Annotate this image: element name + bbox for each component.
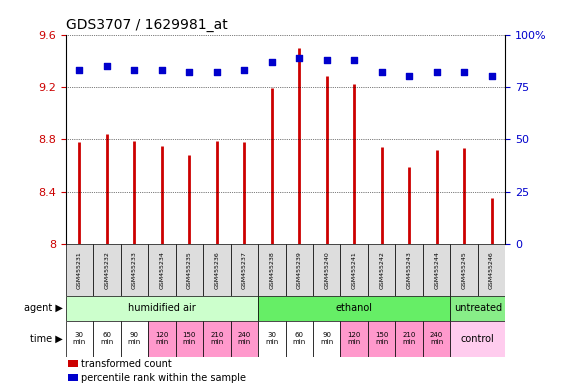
Bar xyxy=(451,321,505,357)
Bar xyxy=(120,321,148,357)
Text: ethanol: ethanol xyxy=(336,303,373,313)
Point xyxy=(349,56,359,63)
Bar xyxy=(258,244,286,296)
Point xyxy=(102,63,111,69)
Text: 30
min: 30 min xyxy=(73,333,86,345)
Text: 150
min: 150 min xyxy=(375,333,388,345)
Text: GSM455241: GSM455241 xyxy=(352,251,357,289)
Bar xyxy=(423,244,451,296)
Bar xyxy=(68,360,78,367)
Point xyxy=(130,67,139,73)
Bar xyxy=(313,244,340,296)
Text: untreated: untreated xyxy=(454,303,502,313)
Text: 60
min: 60 min xyxy=(292,333,306,345)
Text: 30
min: 30 min xyxy=(265,333,279,345)
Point xyxy=(295,55,304,61)
Bar xyxy=(120,244,148,296)
Bar xyxy=(451,296,505,321)
Point xyxy=(212,69,222,75)
Text: GSM455242: GSM455242 xyxy=(379,251,384,289)
Bar xyxy=(423,321,451,357)
Bar xyxy=(451,244,478,296)
Point xyxy=(460,69,469,75)
Bar xyxy=(93,321,120,357)
Bar xyxy=(66,321,93,357)
Bar xyxy=(203,244,231,296)
Text: percentile rank within the sample: percentile rank within the sample xyxy=(81,372,246,382)
Text: time ▶: time ▶ xyxy=(30,334,63,344)
Bar xyxy=(368,321,395,357)
Bar xyxy=(258,296,451,321)
Bar xyxy=(286,321,313,357)
Text: GSM455233: GSM455233 xyxy=(132,251,137,289)
Text: GSM455243: GSM455243 xyxy=(407,251,412,289)
Text: GSM455234: GSM455234 xyxy=(159,251,164,289)
Bar xyxy=(203,321,231,357)
Bar xyxy=(231,244,258,296)
Text: humidified air: humidified air xyxy=(128,303,196,313)
Bar xyxy=(478,244,505,296)
Text: 90
min: 90 min xyxy=(320,333,333,345)
Point xyxy=(185,69,194,75)
Point xyxy=(267,59,276,65)
Point xyxy=(432,69,441,75)
Text: agent ▶: agent ▶ xyxy=(24,303,63,313)
Point xyxy=(157,67,166,73)
Text: GSM455232: GSM455232 xyxy=(104,251,110,289)
Text: 210
min: 210 min xyxy=(403,333,416,345)
Bar xyxy=(395,321,423,357)
Text: GSM455231: GSM455231 xyxy=(77,251,82,289)
Bar xyxy=(66,244,93,296)
Bar xyxy=(176,244,203,296)
Bar xyxy=(368,244,395,296)
Point xyxy=(405,73,414,79)
Text: GSM455244: GSM455244 xyxy=(434,251,439,289)
Text: 120
min: 120 min xyxy=(348,333,361,345)
Text: control: control xyxy=(461,334,494,344)
Point xyxy=(377,69,386,75)
Point xyxy=(322,56,331,63)
Bar xyxy=(340,321,368,357)
Text: GSM455238: GSM455238 xyxy=(270,251,274,289)
Bar xyxy=(68,374,78,381)
Bar xyxy=(313,321,340,357)
Text: GSM455240: GSM455240 xyxy=(324,251,329,289)
Text: GSM455245: GSM455245 xyxy=(461,251,467,289)
Text: 150
min: 150 min xyxy=(183,333,196,345)
Text: GSM455246: GSM455246 xyxy=(489,251,494,289)
Text: 210
min: 210 min xyxy=(210,333,223,345)
Text: 60
min: 60 min xyxy=(100,333,114,345)
Point xyxy=(487,73,496,79)
Point xyxy=(240,67,249,73)
Bar xyxy=(66,296,258,321)
Bar xyxy=(231,321,258,357)
Text: GSM455237: GSM455237 xyxy=(242,251,247,289)
Bar xyxy=(340,244,368,296)
Text: GDS3707 / 1629981_at: GDS3707 / 1629981_at xyxy=(66,18,227,32)
Text: transformed count: transformed count xyxy=(81,359,172,369)
Bar xyxy=(286,244,313,296)
Text: 90
min: 90 min xyxy=(128,333,141,345)
Bar xyxy=(148,244,176,296)
Bar xyxy=(395,244,423,296)
Bar xyxy=(93,244,120,296)
Text: 240
min: 240 min xyxy=(238,333,251,345)
Text: 120
min: 120 min xyxy=(155,333,168,345)
Bar xyxy=(258,321,286,357)
Text: 240
min: 240 min xyxy=(430,333,443,345)
Bar xyxy=(176,321,203,357)
Text: GSM455239: GSM455239 xyxy=(297,251,301,289)
Text: GSM455236: GSM455236 xyxy=(214,251,219,289)
Bar xyxy=(148,321,176,357)
Point xyxy=(75,67,84,73)
Text: GSM455235: GSM455235 xyxy=(187,251,192,289)
